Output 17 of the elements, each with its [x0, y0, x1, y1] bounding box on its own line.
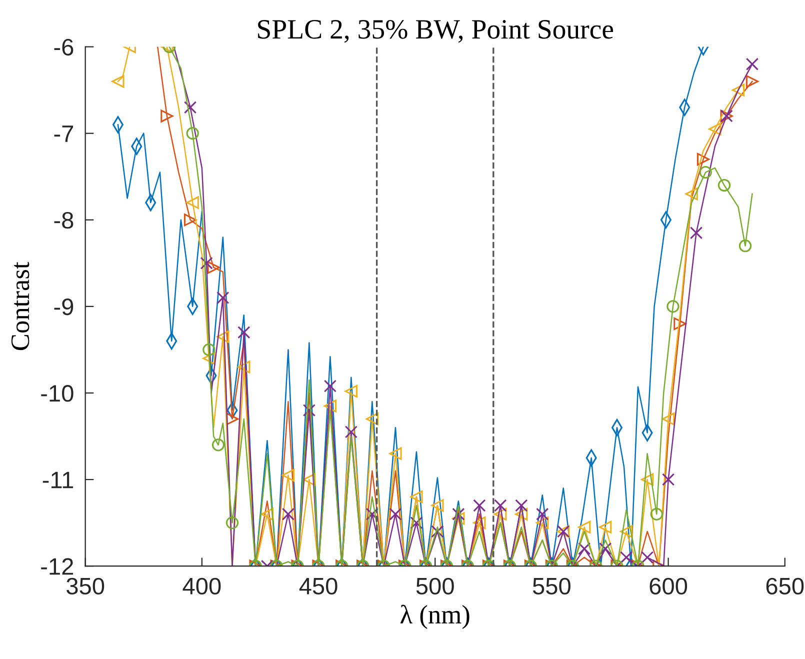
y-tick-label: -9: [54, 298, 74, 316]
x-tick-label: 500: [416, 578, 454, 595]
x-tick-label: 600: [650, 578, 688, 595]
y-axis-title: Contrast: [11, 262, 30, 350]
y-tick-label: -12: [41, 558, 74, 575]
x-tick-label: 550: [532, 578, 570, 595]
x-tick-label: 650: [766, 578, 804, 595]
x-tick-label: 350: [66, 578, 104, 595]
y-tick-label: -11: [42, 472, 74, 488]
x-tick-label: 450: [299, 578, 338, 595]
y-tick-label: -8: [54, 212, 74, 229]
x-axis-title: λ (nm): [400, 604, 470, 629]
chart-title: SPLC 2, 35% BW, Point Source: [258, 20, 614, 43]
y-tick-label: -10: [41, 385, 74, 402]
x-tick-label: 400: [182, 578, 221, 595]
y-tick-label: -6: [54, 38, 74, 56]
y-tick-label: -7: [54, 126, 74, 142]
